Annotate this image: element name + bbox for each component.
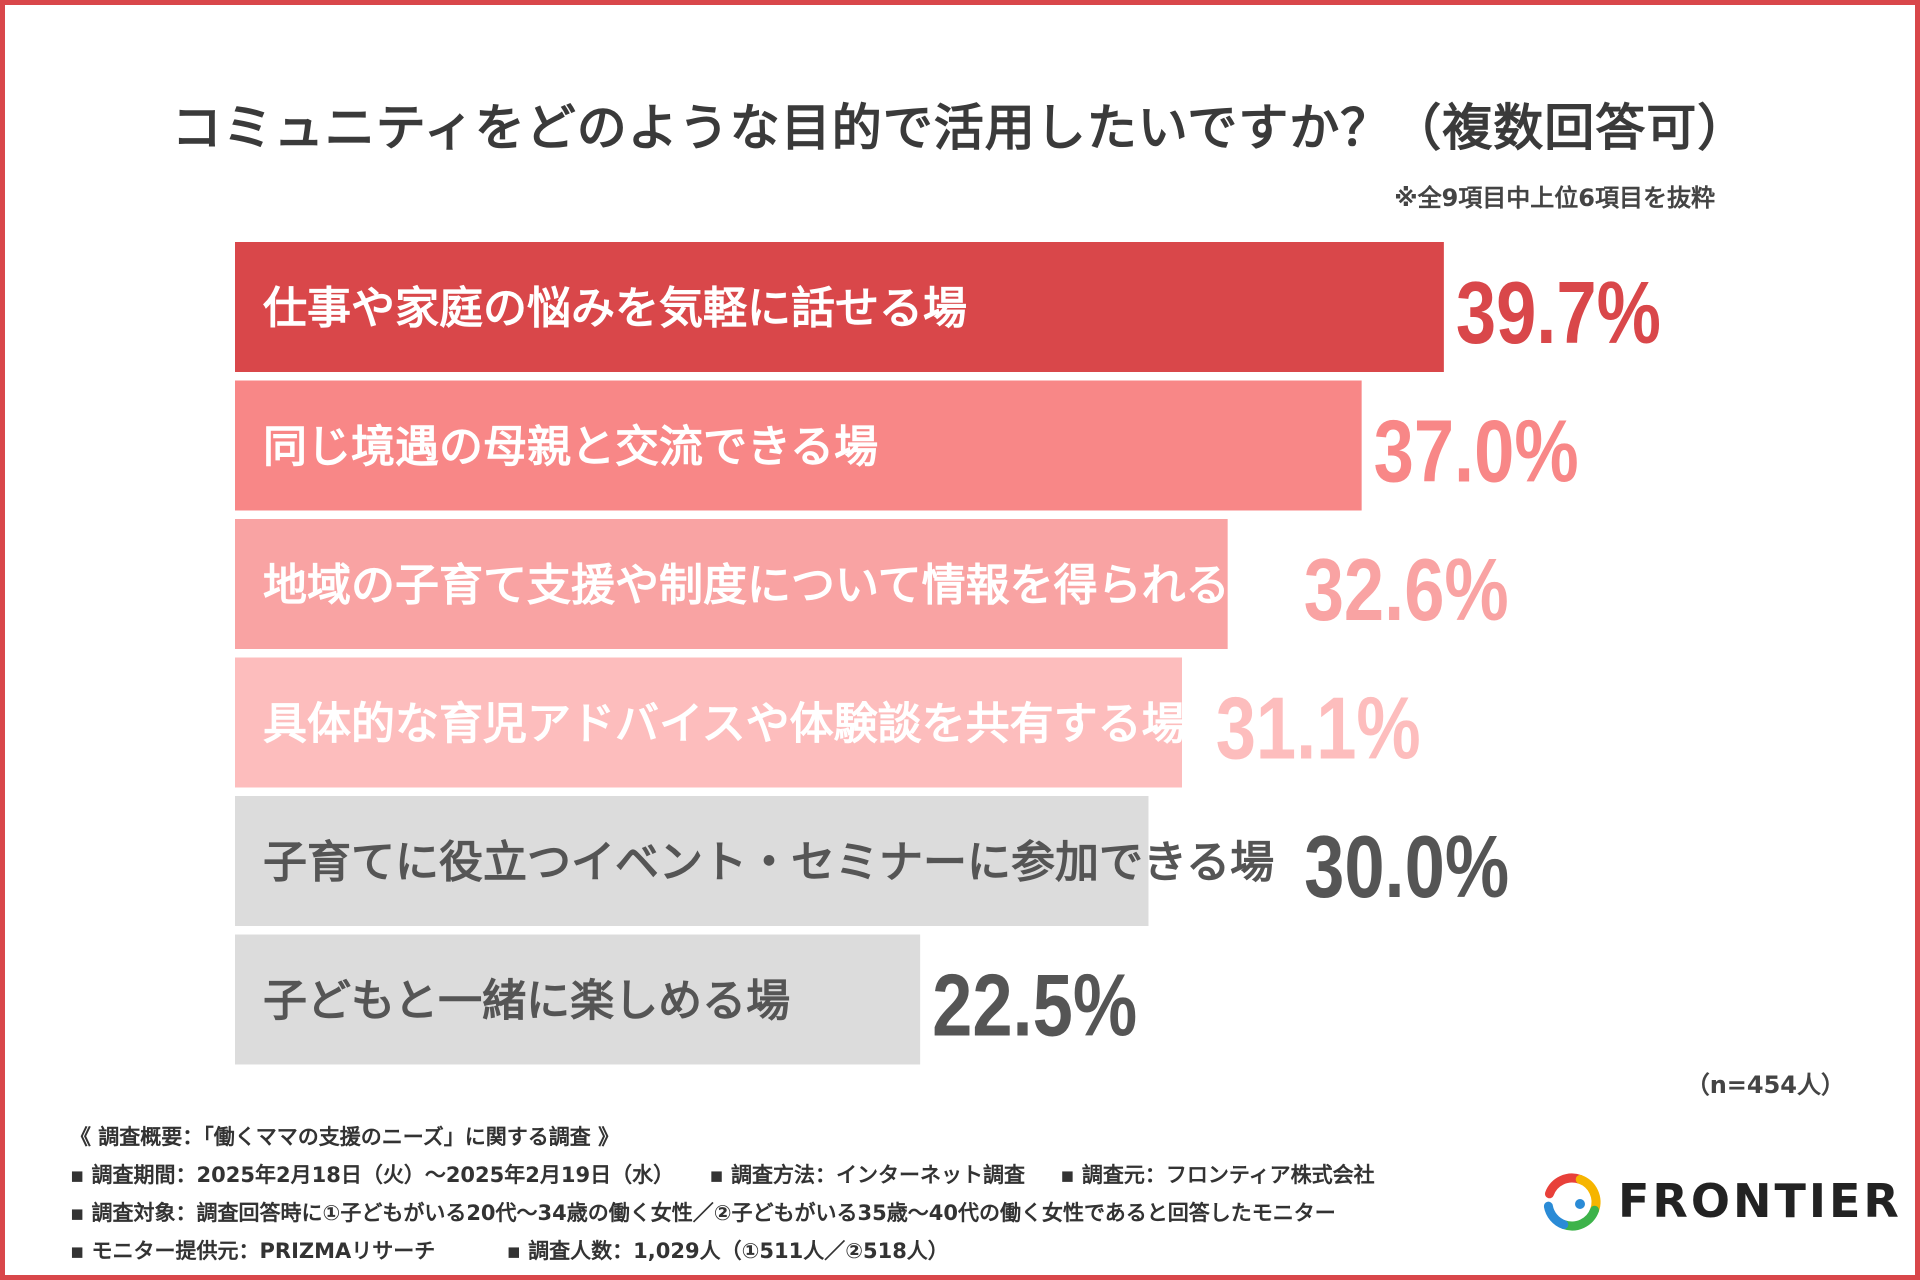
survey-row-2: ▪ 調査期間：2025年2月18日（火）～2025年2月19日（水） ▪ 調査方… bbox=[70, 1156, 1520, 1194]
sample-size: （n=454人） bbox=[1685, 1071, 1845, 1099]
category-label-3: 地域の子育て支援や制度について情報を得られる場 bbox=[263, 560, 1274, 611]
survey-row-4: ▪ モニター提供元：PRIZMAリサーチ ▪ 調査人数：1,029人（①511人… bbox=[70, 1232, 1520, 1270]
logo-dot bbox=[1575, 1199, 1585, 1209]
value-label-5: 30.0% bbox=[1304, 817, 1509, 916]
survey-period: ▪ 調査期間：2025年2月18日（火）～2025年2月19日（水） bbox=[70, 1163, 675, 1187]
survey-conductor: ▪ 調査元：フロンティア株式会社 bbox=[1060, 1163, 1375, 1187]
value-label-3: 32.6% bbox=[1304, 540, 1509, 639]
value-label-2: 37.0% bbox=[1374, 402, 1579, 501]
category-label-4: 具体的な育児アドバイスや体験談を共有する場 bbox=[263, 699, 1186, 750]
category-label-6: 子どもと一緒に楽しめる場 bbox=[263, 976, 790, 1027]
survey-provider: ▪ モニター提供元：PRIZMAリサーチ bbox=[70, 1239, 436, 1263]
bar-3 bbox=[235, 519, 1228, 649]
frontier-logo: FRONTIER bbox=[1540, 1166, 1899, 1236]
bar-1 bbox=[235, 242, 1444, 372]
survey-target: ▪ 調査対象：調査回答時に①子どもがいる20代～34歳の働く女性／②子どもがいる… bbox=[70, 1201, 1336, 1225]
category-label-5: 子育てに役立つイベント・セミナーに参加できる場 bbox=[263, 837, 1274, 888]
category-label-1: 仕事や家庭の悩みを気軽に話せる場 bbox=[263, 283, 967, 334]
survey-method: ▪ 調査方法：インターネット調査 bbox=[709, 1163, 1025, 1187]
chart-title: コミュニティをどのような目的で活用したいですか？（複数回答可） bbox=[171, 99, 1749, 157]
chart-note: ※全9項目中上位6項目を抜粋 bbox=[1394, 184, 1715, 212]
survey-heading: 《 調査概要：「働くママの支援のニーズ」に関する調査 》 bbox=[70, 1125, 620, 1149]
frontier-logo-mark-icon bbox=[1543, 1173, 1601, 1231]
value-label-4: 31.1% bbox=[1216, 679, 1421, 778]
value-label-1: 39.7% bbox=[1456, 263, 1661, 362]
logo-arc-3 bbox=[1559, 1205, 1600, 1231]
logo-arc-4 bbox=[1543, 1201, 1569, 1230]
logo-arc-1 bbox=[1544, 1173, 1585, 1199]
bar-2 bbox=[235, 380, 1362, 511]
bar-6 bbox=[235, 934, 921, 1065]
bar-4 bbox=[235, 657, 1182, 788]
value-label-6: 22.5% bbox=[932, 956, 1137, 1055]
bar-chart: 仕事や家庭の悩みを気軽に話せる場 39.7% 同じ境遇の母親と交流できる場 37.0%… bbox=[235, 242, 1661, 1065]
survey-respondents: ▪ 調査人数：1,029人（①511人／②518人） bbox=[506, 1239, 949, 1263]
bar-5 bbox=[235, 796, 1149, 926]
category-label-2: 同じ境遇の母親と交流できる場 bbox=[263, 422, 878, 473]
frontier-logo-text: FRONTIER bbox=[1618, 1174, 1902, 1228]
survey-overview: 《 調査概要：「働くママの支援のニーズ」に関する調査 》 ▪ 調査期間：2025… bbox=[70, 1118, 1520, 1270]
